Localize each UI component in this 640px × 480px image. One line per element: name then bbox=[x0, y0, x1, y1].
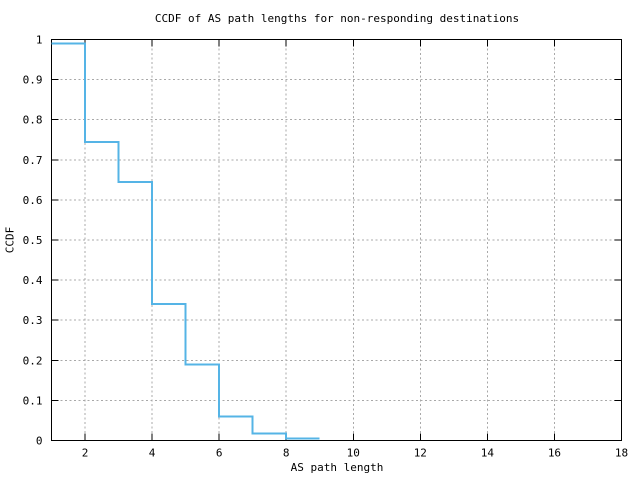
x-tick-label: 8 bbox=[283, 447, 290, 460]
y-tick-label: 0.4 bbox=[23, 274, 43, 287]
x-tick-label: 10 bbox=[347, 447, 360, 460]
y-tick-label: 0.5 bbox=[23, 234, 43, 247]
y-tick-label: 0.9 bbox=[23, 74, 43, 87]
ccdf-step-line bbox=[51, 42, 320, 440]
x-tick-label: 14 bbox=[481, 447, 495, 460]
x-tick-label: 4 bbox=[149, 447, 156, 460]
x-tick-label: 6 bbox=[216, 447, 223, 460]
x-tick-label: 12 bbox=[414, 447, 427, 460]
x-tick-label: 2 bbox=[82, 447, 89, 460]
y-tick-label: 0.2 bbox=[23, 354, 43, 367]
chart-title: CCDF of AS path lengths for non-respondi… bbox=[154, 12, 520, 25]
y-tick-label: 0.1 bbox=[23, 394, 43, 407]
y-tick-label: 0.8 bbox=[23, 114, 43, 127]
x-axis-title: AS path length bbox=[290, 461, 384, 474]
y-tick-label: 0 bbox=[36, 435, 43, 448]
x-tick-label: 16 bbox=[548, 447, 561, 460]
x-tick-label: 18 bbox=[615, 447, 628, 460]
y-tick-label: 0.7 bbox=[23, 154, 43, 167]
y-tick-label: 0.3 bbox=[23, 314, 43, 327]
y-tick-label: 1 bbox=[36, 34, 43, 47]
y-tick-label: 0.6 bbox=[23, 194, 43, 207]
